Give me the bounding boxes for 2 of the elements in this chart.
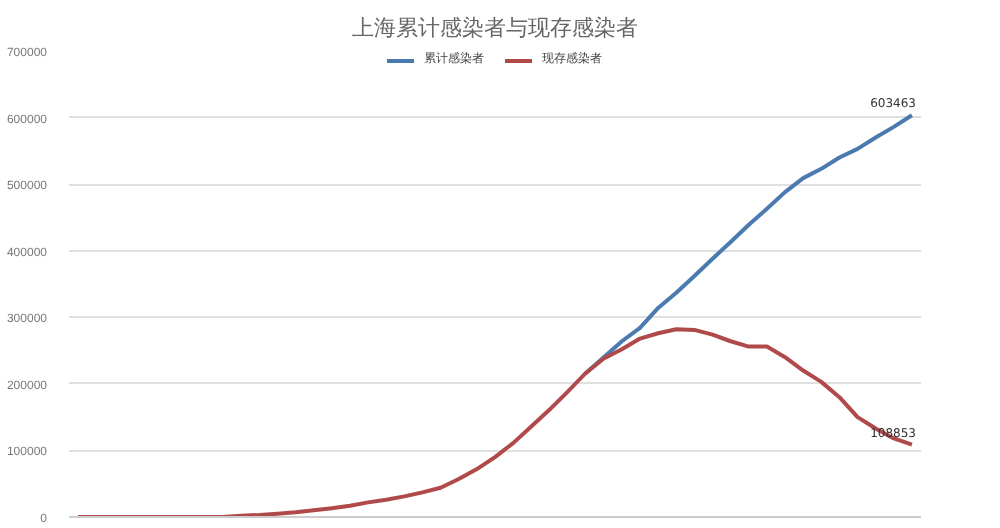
chart-title: 上海累计感染者与现存感染者 <box>352 15 638 41</box>
line-series <box>76 327 914 517</box>
